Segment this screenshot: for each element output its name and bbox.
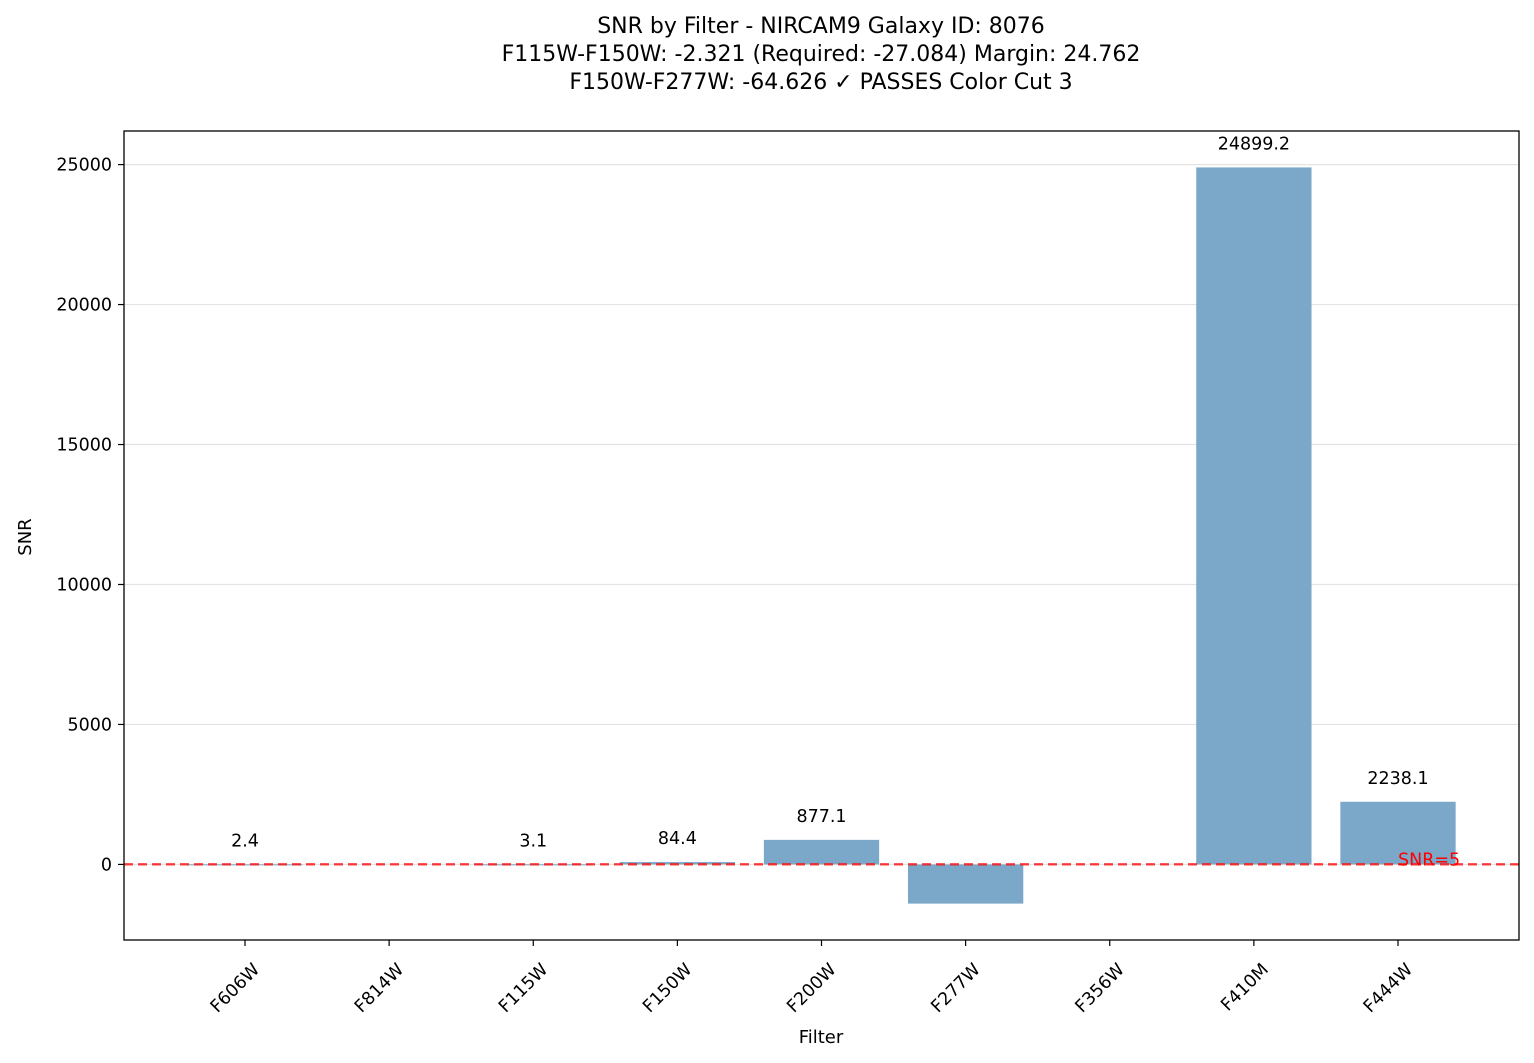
x-tick-label-F606W: F606W: [207, 960, 264, 1017]
x-tick-label-F444W: F444W: [1360, 960, 1417, 1017]
reference-line-group: SNR=5: [124, 850, 1519, 870]
x-tick-label-F410M: F410M: [1217, 960, 1273, 1016]
bar-F606W: [187, 864, 303, 866]
data-label-F606W: 2.4: [231, 831, 259, 851]
chart-title-line-2: F115W-F150W: -2.321 (Required: -27.084) …: [502, 42, 1141, 67]
x-tick-label-F277W: F277W: [928, 960, 985, 1017]
x-axis-ticks: F606W F814W F115W F150W F200W F277W F356W F410M…: [207, 940, 1417, 1017]
y-tick-label-3: 15000: [56, 436, 112, 456]
data-label-F444W: 2238.1: [1367, 769, 1428, 789]
chart-title-line-3: F150W-F277W: -64.626 ✓ PASSES Color Cut …: [569, 70, 1072, 95]
data-label-F115W: 3.1: [519, 831, 547, 851]
x-tick-label-F150W: F150W: [639, 960, 696, 1017]
data-labels: 2.4 3.1 84.4 877.1 24899.2 2238.1: [231, 134, 1429, 851]
bar-F410M: [1196, 167, 1312, 865]
bar-F277W: [907, 864, 1024, 904]
bar-F200W: [763, 839, 880, 865]
x-tick-label-F200W: F200W: [783, 960, 840, 1017]
y-tick-label-5: 25000: [56, 156, 112, 176]
x-tick-label-F356W: F356W: [1072, 960, 1129, 1017]
bars: [187, 167, 1456, 904]
x-tick-label-F814W: F814W: [351, 960, 408, 1017]
y-axis-ticks: 0 5000 10000 15000 20000 25000: [56, 156, 124, 875]
y-tick-label-0: 0: [101, 855, 112, 875]
y-tick-label-4: 20000: [56, 296, 112, 316]
snr-threshold-label: SNR=5: [1398, 850, 1460, 870]
bar-F444W: [1340, 801, 1456, 865]
chart-title: SNR by Filter - NIRCAM9 Galaxy ID: 8076 …: [502, 14, 1141, 95]
data-label-F410M: 24899.2: [1218, 134, 1290, 154]
y-tick-label-1: 5000: [67, 715, 112, 735]
data-label-F200W: 877.1: [796, 807, 846, 827]
chart-title-line-1: SNR by Filter - NIRCAM9 Galaxy ID: 8076: [597, 14, 1045, 39]
x-tick-label-F115W: F115W: [495, 960, 552, 1017]
x-axis-label: Filter: [799, 1027, 844, 1048]
y-axis-label: SNR: [15, 518, 36, 555]
data-label-F150W: 84.4: [658, 829, 697, 849]
y-tick-label-2: 10000: [56, 575, 112, 595]
